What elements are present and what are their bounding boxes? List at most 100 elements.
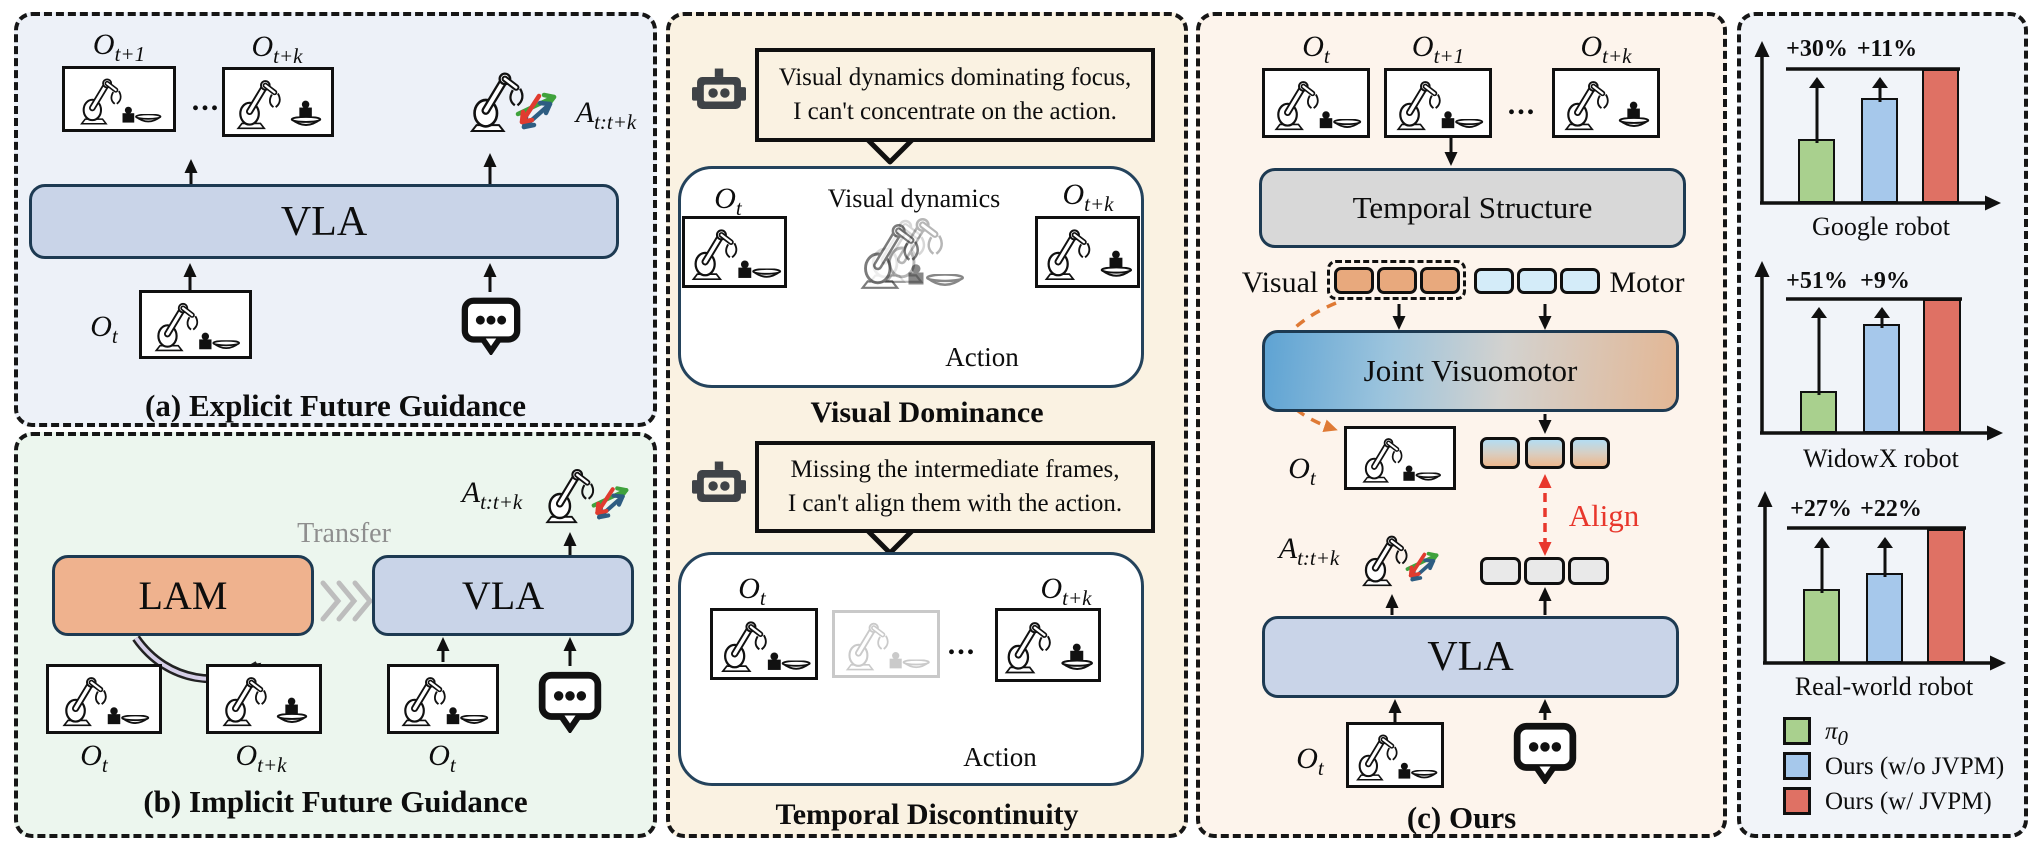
visuomotor-token — [1525, 437, 1565, 469]
action-label: Action — [963, 742, 1037, 772]
speech-bubble-temporal-discontinuity: Missing the intermediate frames, I can't… — [755, 441, 1155, 533]
improvement-arrow — [1874, 307, 1890, 326]
panel-b-caption: (b) Implicit Future Guidance — [143, 784, 528, 819]
blurred-dynamics-icon — [852, 212, 977, 296]
panel-results-charts: +30% +11% Google robot +51% +9% WidowX r… — [1737, 12, 2028, 838]
label-obs-t-plus-1: Ot+1 — [1411, 30, 1465, 68]
visual-token — [1334, 267, 1374, 294]
improvement-arrow — [1814, 537, 1830, 591]
chart-title: Real-world robot — [1794, 672, 1974, 701]
improvement-arrow — [1811, 307, 1827, 393]
action-token — [1480, 557, 1521, 585]
legend-swatch-ours-wo-jvpm — [1783, 752, 1811, 780]
transfer-label: Transfer — [297, 518, 391, 549]
visual-token-group — [1327, 260, 1466, 300]
improvement-label: +11% — [1856, 36, 1918, 62]
action-arrows-icon — [1402, 548, 1442, 582]
observation-frame-tk — [1552, 68, 1660, 138]
legend-swatch-pi0 — [1783, 717, 1811, 745]
label-obs-t-plus-k: Ot+k — [1062, 178, 1114, 216]
bar-pi0 — [1800, 391, 1837, 433]
observation-frame-t — [387, 664, 499, 734]
ellipsis: ... — [1507, 88, 1537, 121]
legend-swatch-ours-w-jvpm — [1783, 787, 1811, 815]
visuomotor-token — [1570, 437, 1610, 469]
label-obs-t: Ot — [80, 739, 108, 777]
ellipsis: ... — [191, 84, 221, 117]
temporal-discontinuity-caption: Temporal Discontinuity — [775, 798, 1079, 831]
observation-frame-t — [1346, 722, 1444, 788]
improvement-arrow — [1872, 77, 1888, 100]
robot-head-icon — [692, 459, 746, 513]
action-label: Action — [945, 342, 1019, 372]
observation-frame-t1 — [1384, 68, 1492, 138]
improvement-label: +9% — [1860, 268, 1910, 294]
legend-label-ours-w-jvpm: Ours (w/ JVPM) — [1825, 788, 1992, 815]
improvement-label: +27% — [1790, 496, 1852, 522]
action-token — [1524, 557, 1565, 585]
motor-token — [1560, 268, 1600, 294]
observation-frame-tk — [1035, 216, 1140, 288]
bar-ours-wo-jvpm — [1861, 98, 1898, 203]
visual-dominance-caption: Visual Dominance — [810, 396, 1044, 429]
label-obs-t-plus-k: Ot+k — [1040, 572, 1092, 610]
vla-box: VLA — [372, 555, 634, 636]
label-action-chunk: At:t+k — [575, 96, 637, 134]
observation-frame-tk — [222, 67, 334, 137]
chart-title: WidowX robot — [1803, 444, 1959, 473]
missing-frame-ghost — [832, 610, 940, 678]
panel-problems: Visual dynamics dominating focus, I can'… — [666, 12, 1188, 838]
panel-c-caption: (c) Ours — [1406, 800, 1517, 835]
label-obs-t: Ot — [428, 739, 456, 777]
bubble-line: I can't align them with the action. — [787, 490, 1123, 517]
ellipsis: ... — [947, 628, 977, 661]
action-arrows-icon — [588, 482, 632, 520]
language-instruction-icon — [460, 292, 522, 356]
label-obs-t-plus-k: Ot+k — [235, 739, 287, 777]
speech-bubble-visual-dominance: Visual dynamics dominating focus, I can'… — [755, 48, 1155, 142]
improvement-arrow — [1809, 77, 1825, 141]
panel-a-caption: (a) Explicit Future Guidance — [145, 388, 526, 423]
panel-c-arrows — [1271, 138, 1552, 722]
motor-token — [1517, 268, 1557, 294]
lam-box: LAM — [52, 555, 314, 636]
label-obs-t: Ot — [1296, 742, 1324, 780]
visual-dynamics-label: Visual dynamics — [827, 184, 1001, 213]
align-label: Align — [1568, 498, 1640, 533]
bar-ours-w-jvpm — [1923, 299, 1961, 433]
bubble-line: Visual dynamics dominating focus, — [778, 63, 1132, 91]
label-obs-t-plus-k: Ot+k — [251, 30, 303, 68]
improvement-label: +22% — [1860, 496, 1922, 522]
action-token — [1568, 557, 1609, 585]
language-instruction-icon — [1512, 718, 1578, 784]
motor-tokens-label: Motor — [1609, 266, 1685, 299]
observation-frame-t — [682, 216, 787, 288]
vla-box: VLA — [29, 184, 619, 259]
observation-frame-t — [46, 664, 162, 734]
visual-tokens-label: Visual — [1241, 266, 1319, 299]
bar-ours-w-jvpm — [1922, 69, 1959, 203]
legend-label-pi0: π0 — [1825, 718, 1848, 750]
observation-frame-t — [139, 290, 252, 359]
bar-pi0 — [1803, 589, 1840, 663]
improvement-label: +30% — [1786, 36, 1848, 62]
panel-implicit-future-guidance: Transfer At:t+k LAM VLA Ot Ot+k Ot (b) I… — [14, 432, 657, 838]
improvement-label: +51% — [1786, 268, 1848, 294]
joint-visuomotor-box: Joint Visuomotor — [1262, 330, 1679, 412]
visuomotor-token — [1480, 437, 1520, 469]
action-arrows-icon — [512, 88, 560, 130]
bar-ours-w-jvpm — [1927, 529, 1965, 663]
panel-explicit-future-guidance: Ot+1 Ot+k ... At:t+k VLA Ot (a) Explicit… — [14, 12, 657, 427]
bubble-line: Missing the intermediate frames, — [790, 455, 1120, 483]
visual-token — [1420, 267, 1460, 294]
label-action-chunk: At:t+k — [461, 476, 523, 514]
vla-box: VLA — [1262, 616, 1679, 698]
label-action-chunk: At:t+k — [1278, 532, 1340, 570]
improvement-arrow — [1877, 537, 1893, 575]
bar-ours-wo-jvpm — [1866, 573, 1903, 663]
chart-title: Google robot — [1812, 212, 1950, 241]
label-obs-t: Ot — [90, 310, 118, 348]
panel-ours: Ot Ot+1 Ot+k ... Temporal Structure Visu… — [1196, 12, 1727, 838]
observation-frame-tk — [206, 664, 322, 734]
